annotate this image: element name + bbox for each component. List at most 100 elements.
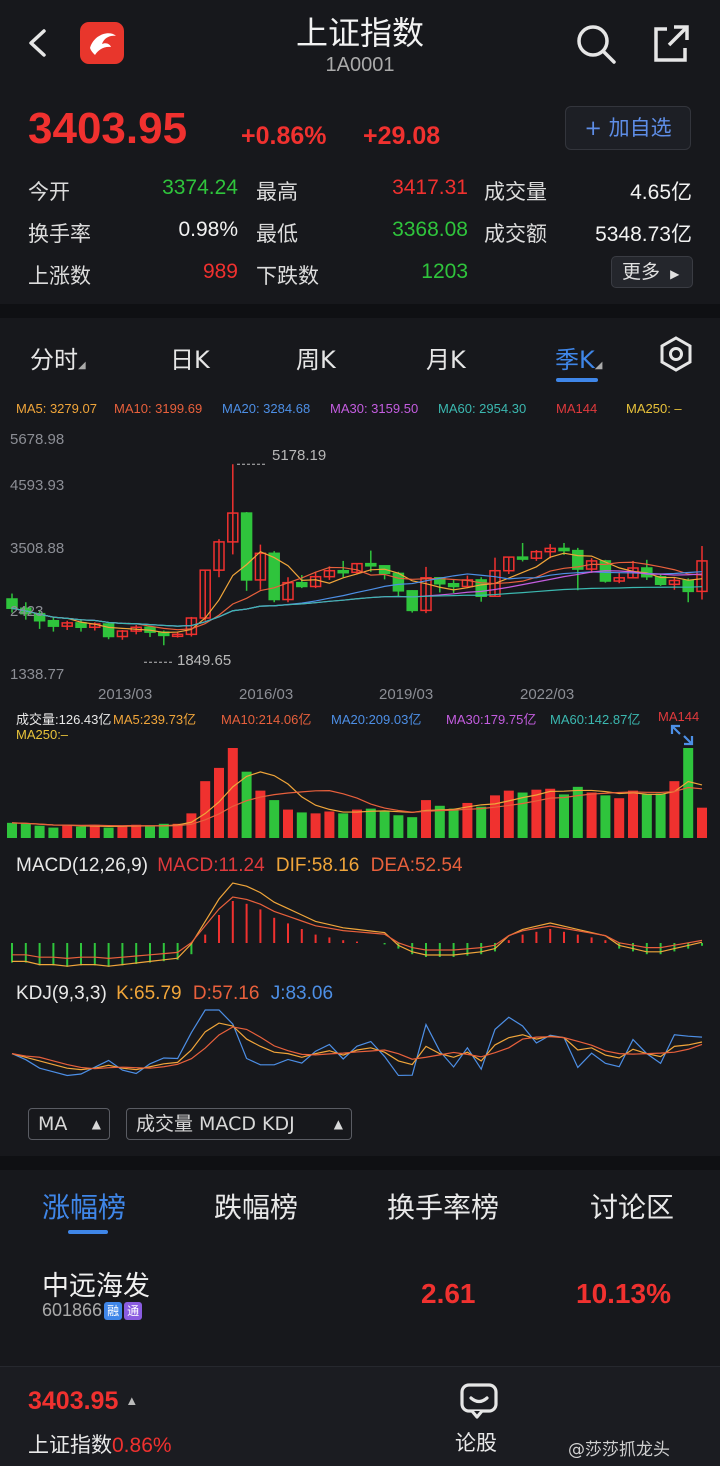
candle-body bbox=[406, 590, 418, 612]
search-icon[interactable] bbox=[574, 22, 618, 66]
tab-monthly[interactable]: 月K bbox=[426, 346, 466, 374]
triangle-up-icon: ▲ bbox=[91, 1117, 101, 1131]
candle-body bbox=[530, 550, 543, 559]
y-axis-label: 4593.93 bbox=[10, 477, 65, 494]
tab-gainers[interactable]: 涨幅榜 bbox=[42, 1191, 127, 1224]
turnover-value: 0.98% bbox=[178, 218, 238, 241]
candle-body bbox=[392, 572, 405, 592]
chat-bubble-icon[interactable] bbox=[458, 1381, 502, 1421]
candle-body bbox=[365, 562, 377, 567]
amount-value: 5348.73亿 bbox=[595, 223, 692, 246]
volume-bar bbox=[545, 788, 556, 838]
expand-icon[interactable] bbox=[668, 722, 696, 748]
legend-item: MA144 bbox=[556, 401, 598, 416]
tab-intraday[interactable]: 分时◢ bbox=[30, 340, 86, 375]
macd-value: MACD:11.24 bbox=[157, 855, 265, 876]
high-value: 3417.31 bbox=[392, 176, 468, 199]
legend-item: MA60: 2954.30 bbox=[438, 401, 527, 416]
volume-bar bbox=[628, 790, 638, 838]
stock-code-row: 601866 融通 bbox=[42, 1300, 143, 1321]
tab-daily[interactable]: 日K bbox=[170, 346, 210, 374]
volume-bar bbox=[586, 792, 597, 838]
volume-bar bbox=[200, 781, 211, 838]
candle-body bbox=[213, 541, 225, 571]
tab-quarterly[interactable]: 季K◢ bbox=[555, 340, 602, 375]
candle-body bbox=[696, 560, 708, 593]
k-value: K:65.79 bbox=[116, 983, 182, 1004]
candle-body bbox=[503, 556, 515, 572]
open-label: 今开 bbox=[28, 180, 70, 204]
candle-body bbox=[254, 552, 267, 581]
volume-bar bbox=[476, 806, 487, 838]
y-axis-label: 2423 bbox=[10, 603, 44, 620]
candle-body bbox=[75, 622, 87, 629]
change-percent: +0.86% bbox=[241, 122, 327, 150]
more-button[interactable]: 更多 ▶ bbox=[611, 256, 693, 288]
d-line bbox=[11, 1026, 703, 1070]
settings-icon[interactable] bbox=[659, 336, 693, 372]
tab-losers[interactable]: 跌幅榜 bbox=[214, 1191, 299, 1224]
volume-bar bbox=[393, 815, 404, 838]
tab-quarterly-label: 季K bbox=[555, 346, 595, 374]
macd-legend: MACD(12,26,9) MACD:11.24 DIF:58.16 DEA:5… bbox=[16, 855, 463, 877]
y-axis-label: 3508.88 bbox=[10, 540, 65, 557]
volume-bar bbox=[89, 824, 100, 838]
tab-turnover-rank[interactable]: 换手率榜 bbox=[387, 1191, 500, 1224]
app-logo bbox=[80, 22, 124, 64]
volume-bar bbox=[20, 823, 31, 838]
candle-body bbox=[323, 569, 336, 578]
candle-body bbox=[47, 619, 60, 627]
main-indicator-label: MA bbox=[38, 1113, 68, 1135]
candle-body bbox=[668, 579, 681, 586]
sub-indicator-select[interactable]: 成交量 MACD KDJ ▲ bbox=[126, 1108, 352, 1140]
volume-bar bbox=[103, 827, 114, 838]
main-indicator-select[interactable]: MA ▲ bbox=[28, 1108, 110, 1140]
volume-bar bbox=[338, 813, 349, 838]
candle-body bbox=[171, 633, 184, 638]
back-chevron-icon[interactable] bbox=[26, 28, 50, 58]
active-tab-indicator bbox=[556, 378, 598, 382]
x-axis-label: 2019/03 bbox=[379, 686, 434, 703]
legend-item: MA10:214.06亿 bbox=[221, 712, 312, 727]
bottom-index: 上证指数0.86% bbox=[28, 1429, 172, 1459]
candle-body bbox=[613, 577, 625, 582]
stock-change: 10.13% bbox=[576, 1278, 671, 1309]
j-line bbox=[11, 1009, 703, 1077]
y-axis-label: 1338.77 bbox=[10, 666, 65, 683]
dea-value: DEA:52.54 bbox=[370, 855, 463, 876]
volume-bar bbox=[614, 798, 625, 838]
bottom-price[interactable]: 3403.95 ▲ bbox=[28, 1387, 138, 1416]
share-icon[interactable] bbox=[652, 22, 692, 64]
volume-bar bbox=[186, 813, 197, 838]
legend-item: MA30: 3159.50 bbox=[330, 401, 419, 416]
active-tab-indicator bbox=[68, 1230, 108, 1234]
volume-bar bbox=[572, 786, 583, 838]
volume-ma10-line bbox=[11, 786, 703, 827]
volume-bar bbox=[145, 825, 155, 838]
bottom-price-value: 3403.95 bbox=[28, 1387, 119, 1415]
add-watchlist-button[interactable]: + 加自选 bbox=[565, 106, 691, 150]
legend-item: MA20:209.03亿 bbox=[331, 712, 422, 727]
legend-item: MA5: 3279.07 bbox=[16, 401, 97, 416]
volume-bar bbox=[241, 771, 252, 838]
legend-item: MA10: 3199.69 bbox=[114, 401, 203, 416]
candle-body bbox=[116, 630, 129, 638]
discuss-button[interactable]: 论股 bbox=[455, 1431, 497, 1455]
volume-bar bbox=[434, 805, 445, 838]
legend-item: 成交量:126.43亿 bbox=[16, 712, 112, 727]
volume-bar bbox=[421, 800, 431, 838]
tab-discussion[interactable]: 讨论区 bbox=[590, 1191, 675, 1224]
candle-body bbox=[475, 579, 487, 598]
triangle-up-icon: ▲ bbox=[125, 1393, 139, 1408]
volume-bar bbox=[655, 793, 666, 838]
decliners-label: 下跌数 bbox=[256, 264, 319, 288]
volume-bar bbox=[269, 800, 280, 838]
candle-body bbox=[516, 556, 529, 560]
decliners-value: 1203 bbox=[421, 260, 468, 283]
bottom-index-pct: 0.86% bbox=[112, 1434, 172, 1457]
tab-weekly[interactable]: 周K bbox=[296, 346, 336, 374]
kdj-legend: KDJ(9,3,3) K:65.79 D:57.16 J:83.06 bbox=[16, 983, 333, 1005]
volume-bar bbox=[296, 812, 307, 838]
bottom-index-name: 上证指数 bbox=[28, 1433, 112, 1457]
kline-chart[interactable] bbox=[0, 420, 720, 1100]
